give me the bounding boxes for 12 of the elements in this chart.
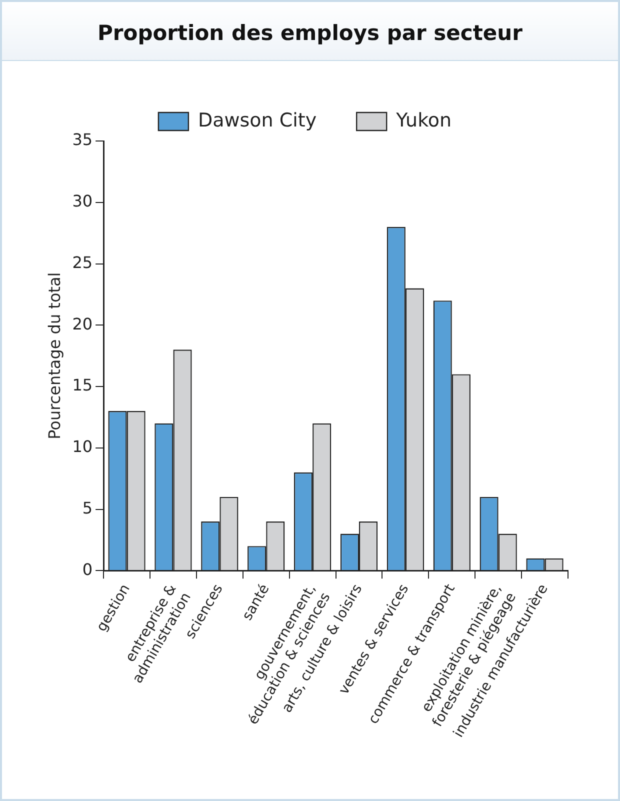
- y-tick-label: 15: [72, 376, 93, 395]
- y-tick-label: 30: [72, 192, 93, 211]
- y-tick-label: 0: [82, 560, 93, 579]
- y-tick-label: 25: [72, 252, 93, 272]
- chart-title: Proportion des employs par secteur: [2, 2, 618, 61]
- y-tick-label: 20: [72, 314, 93, 334]
- legend-label: Yukon: [395, 109, 452, 132]
- y-tick-label: 10: [72, 437, 93, 456]
- y-tick-label: 35: [72, 130, 93, 150]
- y-axis-title: Pourcentage du total: [44, 272, 64, 440]
- legend-label: Dawson City: [198, 109, 317, 132]
- y-tick-label: 5: [82, 498, 93, 518]
